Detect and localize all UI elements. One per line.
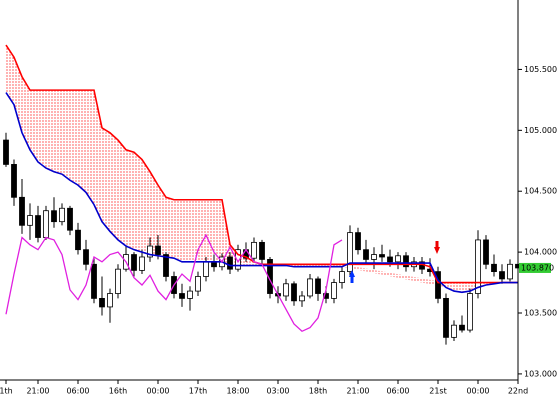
x-tick-label: 21st bbox=[429, 387, 446, 396]
candle-body bbox=[499, 271, 505, 280]
candle-body bbox=[179, 293, 185, 299]
x-tick-label: 03:00 bbox=[266, 387, 289, 396]
sell-arrow bbox=[434, 247, 440, 254]
y-tick-label: 105.500 bbox=[524, 65, 557, 74]
candle-body bbox=[467, 293, 473, 331]
candle-body bbox=[483, 239, 489, 265]
candle-body bbox=[35, 215, 41, 238]
y-tick-label: 104.500 bbox=[524, 187, 557, 196]
candle-body bbox=[283, 283, 289, 297]
candle-body bbox=[291, 283, 297, 302]
candle-body bbox=[371, 254, 377, 260]
candle-body bbox=[507, 263, 513, 280]
candle-body bbox=[331, 282, 337, 299]
buy-arrow bbox=[349, 270, 355, 277]
x-tick-label: 06:00 bbox=[66, 387, 89, 396]
candle-body bbox=[435, 271, 441, 299]
candle-body bbox=[443, 297, 449, 338]
x-tick-label: 06:00 bbox=[386, 387, 409, 396]
x-tick-label: 1th bbox=[0, 387, 13, 396]
x-tick-label: 21:00 bbox=[26, 387, 49, 396]
candle-body bbox=[147, 245, 153, 258]
candle-body bbox=[451, 324, 457, 338]
sell-arrow-stem bbox=[435, 241, 439, 247]
y-tick-label: 104.000 bbox=[524, 248, 557, 257]
candle-body bbox=[59, 207, 65, 223]
buy-arrow-stem bbox=[350, 277, 354, 283]
candle-body bbox=[139, 256, 145, 271]
candle-body bbox=[459, 324, 465, 331]
candle-body bbox=[99, 297, 105, 308]
candle-body bbox=[307, 278, 313, 297]
candle-body bbox=[19, 196, 25, 226]
candle-body bbox=[259, 241, 265, 260]
candle-body bbox=[187, 290, 193, 299]
candle-body bbox=[235, 249, 241, 270]
candle-body bbox=[403, 255, 409, 268]
candle-body bbox=[387, 256, 393, 263]
candle-body bbox=[3, 139, 9, 165]
candle-body bbox=[491, 263, 497, 273]
candle-body bbox=[251, 241, 257, 259]
candle-body bbox=[195, 276, 201, 292]
candle-body bbox=[347, 232, 353, 273]
candle-body bbox=[227, 256, 233, 270]
candle-body bbox=[131, 254, 137, 271]
plot-area bbox=[0, 0, 518, 380]
candle-body bbox=[27, 215, 33, 226]
candle-body bbox=[163, 254, 169, 277]
y-tick-label: 103.000 bbox=[524, 369, 557, 378]
x-tick-label: 17th bbox=[189, 387, 207, 396]
cloud bbox=[6, 45, 518, 293]
candle-body bbox=[115, 268, 121, 294]
indicator-line bbox=[5, 233, 343, 333]
candle-body bbox=[43, 210, 49, 238]
candle-body bbox=[51, 210, 57, 223]
candle-body bbox=[299, 295, 305, 302]
x-tick-label: 18:00 bbox=[226, 387, 249, 396]
x-tick-label: 16th bbox=[109, 387, 127, 396]
current-price-label: 103.870 bbox=[521, 263, 554, 272]
x-tick-label: 22nd bbox=[508, 387, 528, 396]
x-tick-label: 00:00 bbox=[146, 387, 169, 396]
candle-body bbox=[107, 293, 113, 308]
candle-body bbox=[323, 293, 329, 299]
candle-body bbox=[355, 232, 361, 251]
candle-body bbox=[155, 245, 161, 255]
y-tick-label: 103.500 bbox=[524, 309, 557, 318]
candle-body bbox=[363, 249, 369, 260]
candle-body bbox=[91, 263, 97, 299]
candle-body bbox=[75, 229, 81, 251]
candle-body bbox=[203, 261, 209, 277]
candle-body bbox=[339, 271, 345, 283]
x-tick-label: 00:00 bbox=[466, 387, 489, 396]
current-price-box bbox=[519, 262, 551, 273]
candle-body bbox=[67, 207, 73, 231]
candle-body bbox=[11, 164, 17, 198]
candle-body bbox=[395, 255, 401, 263]
x-tick-label: 21:00 bbox=[346, 387, 369, 396]
candle-body bbox=[315, 278, 321, 294]
candle-body bbox=[475, 239, 481, 294]
x-tick-label: 18th bbox=[309, 387, 327, 396]
candle-body bbox=[83, 249, 89, 265]
candle-body bbox=[379, 254, 385, 258]
y-tick-label: 105.000 bbox=[524, 126, 557, 135]
